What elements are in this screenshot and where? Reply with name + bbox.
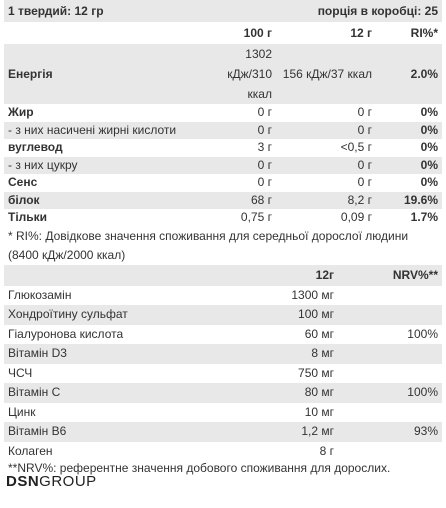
row-label: Тільки: [8, 210, 48, 225]
header-row: 100 г 12 г RI%*: [4, 22, 442, 44]
cell-value: 80 мг: [304, 385, 334, 400]
cell-value: 10 мг: [304, 404, 334, 419]
cell-value: 93%: [413, 424, 438, 439]
cell-value: 750 мг: [298, 365, 334, 380]
cell-value: 8 г: [319, 443, 334, 458]
row: Колаген 8 г: [4, 442, 442, 462]
row: Хондроїтину сульфат 100 мг: [4, 305, 442, 325]
cell-value: 156 кДж/37 ккал: [282, 67, 372, 81]
row: Глюкозамін 1300 мг: [4, 286, 442, 306]
row: - з них насичені жирні кислоти 0 г 0 г 0%: [4, 121, 442, 139]
row-label: Сенс: [8, 175, 38, 190]
row: Сенс 0 г 0 г 0%: [4, 174, 442, 192]
cell-value: 0 г: [357, 122, 372, 137]
row: Цинк 10 мг: [4, 403, 442, 423]
logo-light: GROUP: [39, 473, 97, 490]
row-label: - з них насичені жирні кислоти: [8, 122, 177, 137]
cell-value: 1302 кДж/310 ккал: [227, 47, 272, 101]
cell-value: 68 г: [250, 192, 272, 207]
ingredients-table: 12г NRV%** Глюкозамін 1300 мг Хондроїтину су…: [4, 264, 442, 462]
column-header: RI%*: [410, 25, 438, 40]
row-label: Цинк: [8, 404, 36, 419]
cell-value: 0,09 г: [340, 210, 372, 225]
footnote: **NRV%: референтне значення добового спо…: [8, 461, 391, 475]
row-label: Гіалуронова кислота: [8, 326, 124, 341]
cell-empty: [338, 403, 442, 423]
row-label: - з них цукру: [8, 157, 78, 172]
row: вуглевод 3 г <0,5 г 0%: [4, 139, 442, 157]
row-label: Вітамін D3: [8, 346, 67, 361]
row-label: Колаген: [8, 443, 53, 458]
column-header: 12 г: [350, 25, 372, 40]
cell-value: <0,5 г: [340, 140, 372, 155]
cell-value: 0 г: [257, 157, 272, 172]
cell-value: 0 г: [357, 157, 372, 172]
cell-value: 0%: [420, 122, 438, 137]
cell-value: 3 г: [257, 140, 272, 155]
row: Вітамін D3 8 мг: [4, 344, 442, 364]
cell-empty: [338, 442, 442, 462]
cell-value: 0 г: [257, 122, 272, 137]
cell-empty: [338, 344, 442, 364]
cell-value: 0%: [420, 105, 438, 120]
cell-value: 100 мг: [298, 307, 334, 322]
cell-value: 60 мг: [304, 326, 334, 341]
cell-value: 0 г: [257, 105, 272, 120]
row-label: Глюкозамін: [8, 287, 72, 302]
column-header: 12г: [315, 267, 334, 282]
nutrition-panel: 1 твердий: 12 гр порція в коробці: 25 10…: [4, 0, 442, 490]
nutrition-table: 100 г 12 г RI%* Енергія 1302 кДж/310 ккал 156…: [4, 22, 442, 227]
row: Вітамін C 80 мг 100%: [4, 383, 442, 403]
logo-strong: DSN: [6, 473, 40, 490]
row: білок 68 г 8,2 г 19.6%: [4, 191, 442, 209]
cell-value: 0 г: [257, 175, 272, 190]
row-label: Хондроїтину сульфат: [8, 307, 128, 322]
cell-value: 19.6%: [403, 192, 438, 207]
cell-value: 1,2 мг: [301, 424, 334, 439]
row-label: Жир: [8, 105, 34, 120]
serving-size: 1 твердий: 12 гр: [8, 4, 104, 18]
row-label: Вітамін C: [8, 385, 61, 400]
cell-value: 100%: [407, 385, 438, 400]
cell-value: 1.7%: [410, 210, 438, 225]
row: Тільки 0,75 г 0,09 г 1.7%: [4, 209, 442, 227]
row-label: ЧСЧ: [8, 365, 33, 380]
cell-value: 0%: [420, 140, 438, 155]
row-label: білок: [8, 192, 40, 207]
cell-value: 0%: [420, 175, 438, 190]
cell-value: 0 г: [357, 175, 372, 190]
logo: DSNGROUP: [4, 473, 442, 490]
row-label: Енергія: [8, 67, 53, 81]
cell-value: 8,2 г: [347, 192, 372, 207]
cell-empty: [338, 305, 442, 325]
cell-value: 0 г: [357, 105, 372, 120]
cell-value: 0%: [420, 157, 438, 172]
row: ЧСЧ 750 мг: [4, 364, 442, 384]
cell-empty: [338, 286, 442, 306]
servings-per-box: порція в коробці: 25: [317, 4, 438, 18]
row: Жир 0 г 0 г 0%: [4, 104, 442, 122]
row: Вітамін B6 1,2 мг 93%: [4, 422, 442, 442]
cell-value: 1300 мг: [291, 287, 334, 302]
column-header: NRV%**: [392, 267, 438, 282]
cell-value: 100%: [407, 326, 438, 341]
cell-value: 2.0%: [410, 67, 438, 81]
cell-value: 0,75 г: [240, 210, 272, 225]
column-header: 100 г: [243, 25, 272, 40]
row-label: Вітамін B6: [8, 424, 67, 439]
row-label: вуглевод: [8, 140, 63, 155]
footnote: * RI%: Довідкове значення споживання для…: [8, 228, 409, 262]
serving-header: 1 твердий: 12 гр порція в коробці: 25: [4, 0, 442, 22]
cell-empty: [338, 364, 442, 384]
row: Гіалуронова кислота 60 мг 100%: [4, 325, 442, 345]
header-row: 12г NRV%**: [4, 264, 442, 286]
row: Енергія 1302 кДж/310 ккал 156 кДж/37 ккал 2…: [4, 44, 442, 104]
row: - з них цукру 0 г 0 г 0%: [4, 156, 442, 174]
cell-value: 8 мг: [311, 346, 334, 361]
